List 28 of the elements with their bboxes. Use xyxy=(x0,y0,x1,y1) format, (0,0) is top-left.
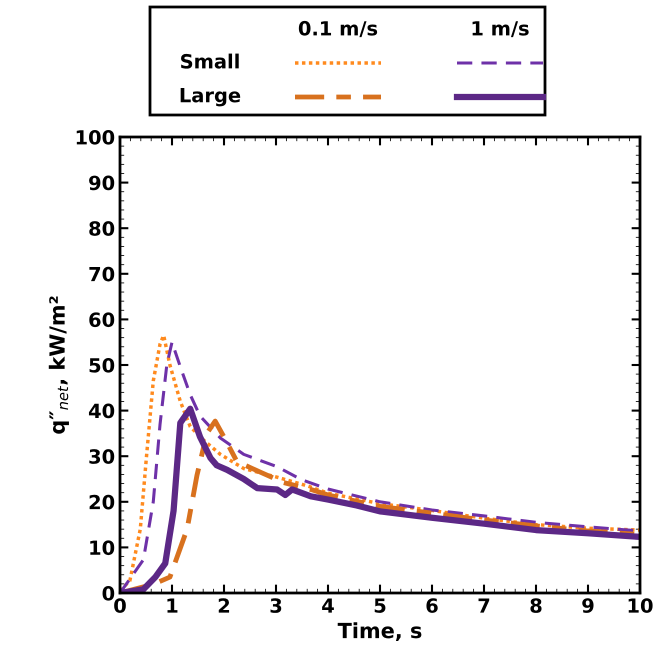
x-tick-label: 2 xyxy=(218,598,230,613)
text: Large xyxy=(180,88,240,106)
text: 0.1 m/s xyxy=(298,20,378,38)
y-tick-label: 50 xyxy=(90,358,114,373)
y-tick-label: 40 xyxy=(88,404,114,418)
y-tick-label: 0 xyxy=(102,586,114,601)
x-tick-label: 1 xyxy=(167,598,178,613)
y-tick-label: 10 xyxy=(90,540,114,556)
y-tick-label: 90 xyxy=(89,176,114,190)
y-tick-label: 70 xyxy=(89,266,114,282)
y-axis-title: q″$_{net}$, kW/m² xyxy=(48,296,69,434)
y-tick-label: 60 xyxy=(89,312,114,328)
x-tick-label: 4 xyxy=(322,598,334,613)
x-tick-label: 3 xyxy=(270,598,282,613)
x-tick-label: 10 xyxy=(628,598,653,613)
text: 1 m/s xyxy=(472,21,529,38)
x-tick-label: 7 xyxy=(478,598,490,613)
y-tick-label: 20 xyxy=(90,494,114,510)
y-tick-label: 30 xyxy=(89,449,114,464)
x-tick-label: 9 xyxy=(582,598,594,613)
y-tick-label: 100 xyxy=(76,130,114,145)
x-tick-label: 8 xyxy=(530,598,542,613)
x-axis-title: Time, s xyxy=(338,622,422,642)
x-tick-label: 0 xyxy=(114,598,126,613)
x-tick-label: 6 xyxy=(426,598,438,613)
x-tick-label: 5 xyxy=(374,598,386,613)
text: Small xyxy=(181,54,239,69)
y-tick-label: 80 xyxy=(89,221,114,236)
